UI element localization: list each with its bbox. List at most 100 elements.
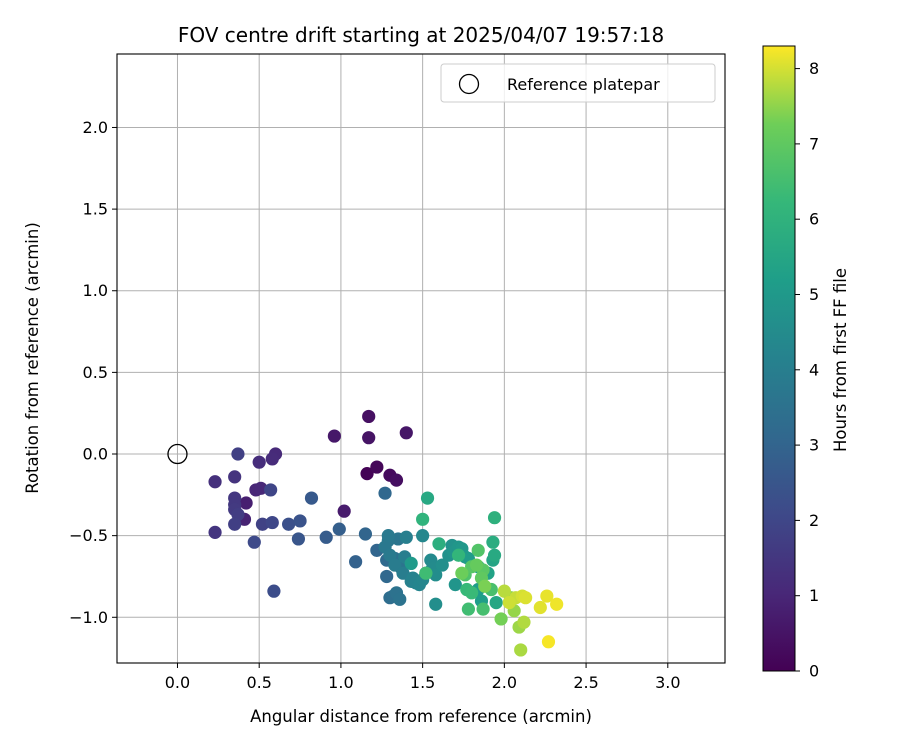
data-point-40 [380,569,394,584]
x-tick-label-5: 2.5 [573,673,598,692]
legend-entry-reference: Reference platepar [507,75,660,94]
data-point-56 [399,530,413,544]
data-point-16 [208,475,222,489]
data-point-46 [393,592,407,606]
data-point-18 [208,525,222,539]
data-point-68 [435,558,449,572]
data-point-9 [239,496,253,510]
plot-frame [116,53,726,664]
data-point-67 [429,597,443,611]
legend: Reference platepar [440,63,716,103]
data-point-85 [487,548,502,562]
data-point-94 [461,602,475,616]
y-axis-label: Rotation from reference (arcmin) [23,222,42,494]
colorbar-tick-label-6: 6 [809,210,819,229]
data-point-62 [416,529,430,543]
y-axis-ticks: −1.0 −0.5 0.0 0.5 1.0 1.5 2.0 [69,118,117,627]
data-point-34 [319,530,333,544]
data-point-17 [228,470,242,484]
data-point-33 [304,491,319,505]
data-point-0 [360,467,374,481]
data-point-109 [514,643,528,657]
colorbar-tick-label-1: 1 [809,586,819,605]
data-point-117 [540,589,554,603]
data-point-88 [487,511,502,525]
data-point-39 [378,486,392,500]
data-point-102 [469,558,484,572]
data-point-51 [381,529,395,543]
data-point-76 [404,556,418,571]
data-point-8 [337,504,351,518]
data-point-118 [550,597,564,611]
data-point-105 [478,579,492,593]
data-point-86 [486,535,500,549]
data-point-113 [502,595,516,610]
data-point-7 [327,429,341,443]
data-point-29 [267,584,281,598]
colorbar-tick-label-0: 0 [809,662,819,681]
data-point-53 [388,558,402,572]
data-points [208,409,564,657]
data-point-92 [465,586,479,600]
data-point-93 [419,566,433,580]
data-point-52 [383,548,397,562]
x-tick-label-2: 1.0 [328,673,353,692]
data-point-15 [252,455,266,469]
data-point-12 [254,481,268,495]
colorbar-gradient [762,45,796,672]
data-point-31 [293,514,307,528]
colorbar-tick-label-2: 2 [809,511,819,530]
x-tick-label-0: 0.0 [165,673,190,692]
data-point-66 [429,568,443,582]
y-tick-label-1: −0.5 [69,526,108,545]
y-tick-label-0: −1.0 [69,608,108,627]
data-point-35 [332,522,346,536]
y-tick-label-4: 1.0 [83,281,108,300]
data-point-95 [476,602,490,616]
y-tick-label-2: 0.0 [83,445,108,464]
data-point-111 [497,584,511,598]
data-point-5 [362,431,376,445]
data-point-87 [432,537,446,551]
y-tick-label-3: 0.5 [83,363,108,382]
data-point-14 [265,452,279,466]
data-point-98 [471,543,485,557]
data-point-23 [228,517,242,531]
chart-title: FOV centre drift starting at 2025/04/07 … [178,23,664,47]
data-point-28 [247,535,261,549]
data-point-4 [362,409,376,424]
x-tick-label-1: 0.5 [246,673,271,692]
data-point-116 [533,600,547,615]
data-point-24 [231,447,245,461]
data-point-32 [291,532,306,546]
x-axis-label: Angular distance from reference (arcmin) [250,707,592,726]
data-point-6 [399,426,413,440]
data-point-103 [455,566,469,580]
colorbar-tick-label-5: 5 [809,285,819,304]
reference-point-group [167,443,188,465]
data-point-26 [264,483,278,497]
x-tick-label-6: 3.0 [655,673,680,692]
data-point-90 [451,548,466,562]
data-point-30 [282,517,296,531]
x-tick-label-4: 2.0 [492,673,517,692]
colorbar-ticks: 0 1 2 3 4 5 6 7 8 [795,59,819,681]
data-point-110 [517,615,531,629]
data-point-54 [396,566,410,580]
data-point-89 [416,512,430,526]
y-tick-label-5: 1.5 [83,200,108,219]
legend-reference-marker [458,73,480,95]
data-point-72 [448,578,462,592]
colorbar-label: Hours from first FF file [831,268,850,452]
data-point-25 [255,517,270,531]
data-point-115 [519,591,533,605]
data-point-83 [489,595,503,610]
colorbar-tick-label-8: 8 [809,59,819,78]
colorbar-tick-label-3: 3 [809,436,819,455]
x-tick-label-3: 1.5 [410,673,435,692]
colorbar: 0 1 2 3 4 5 6 7 8 Hours from first FF file [762,45,850,681]
data-point-104 [494,612,508,626]
data-point-119 [541,635,556,649]
